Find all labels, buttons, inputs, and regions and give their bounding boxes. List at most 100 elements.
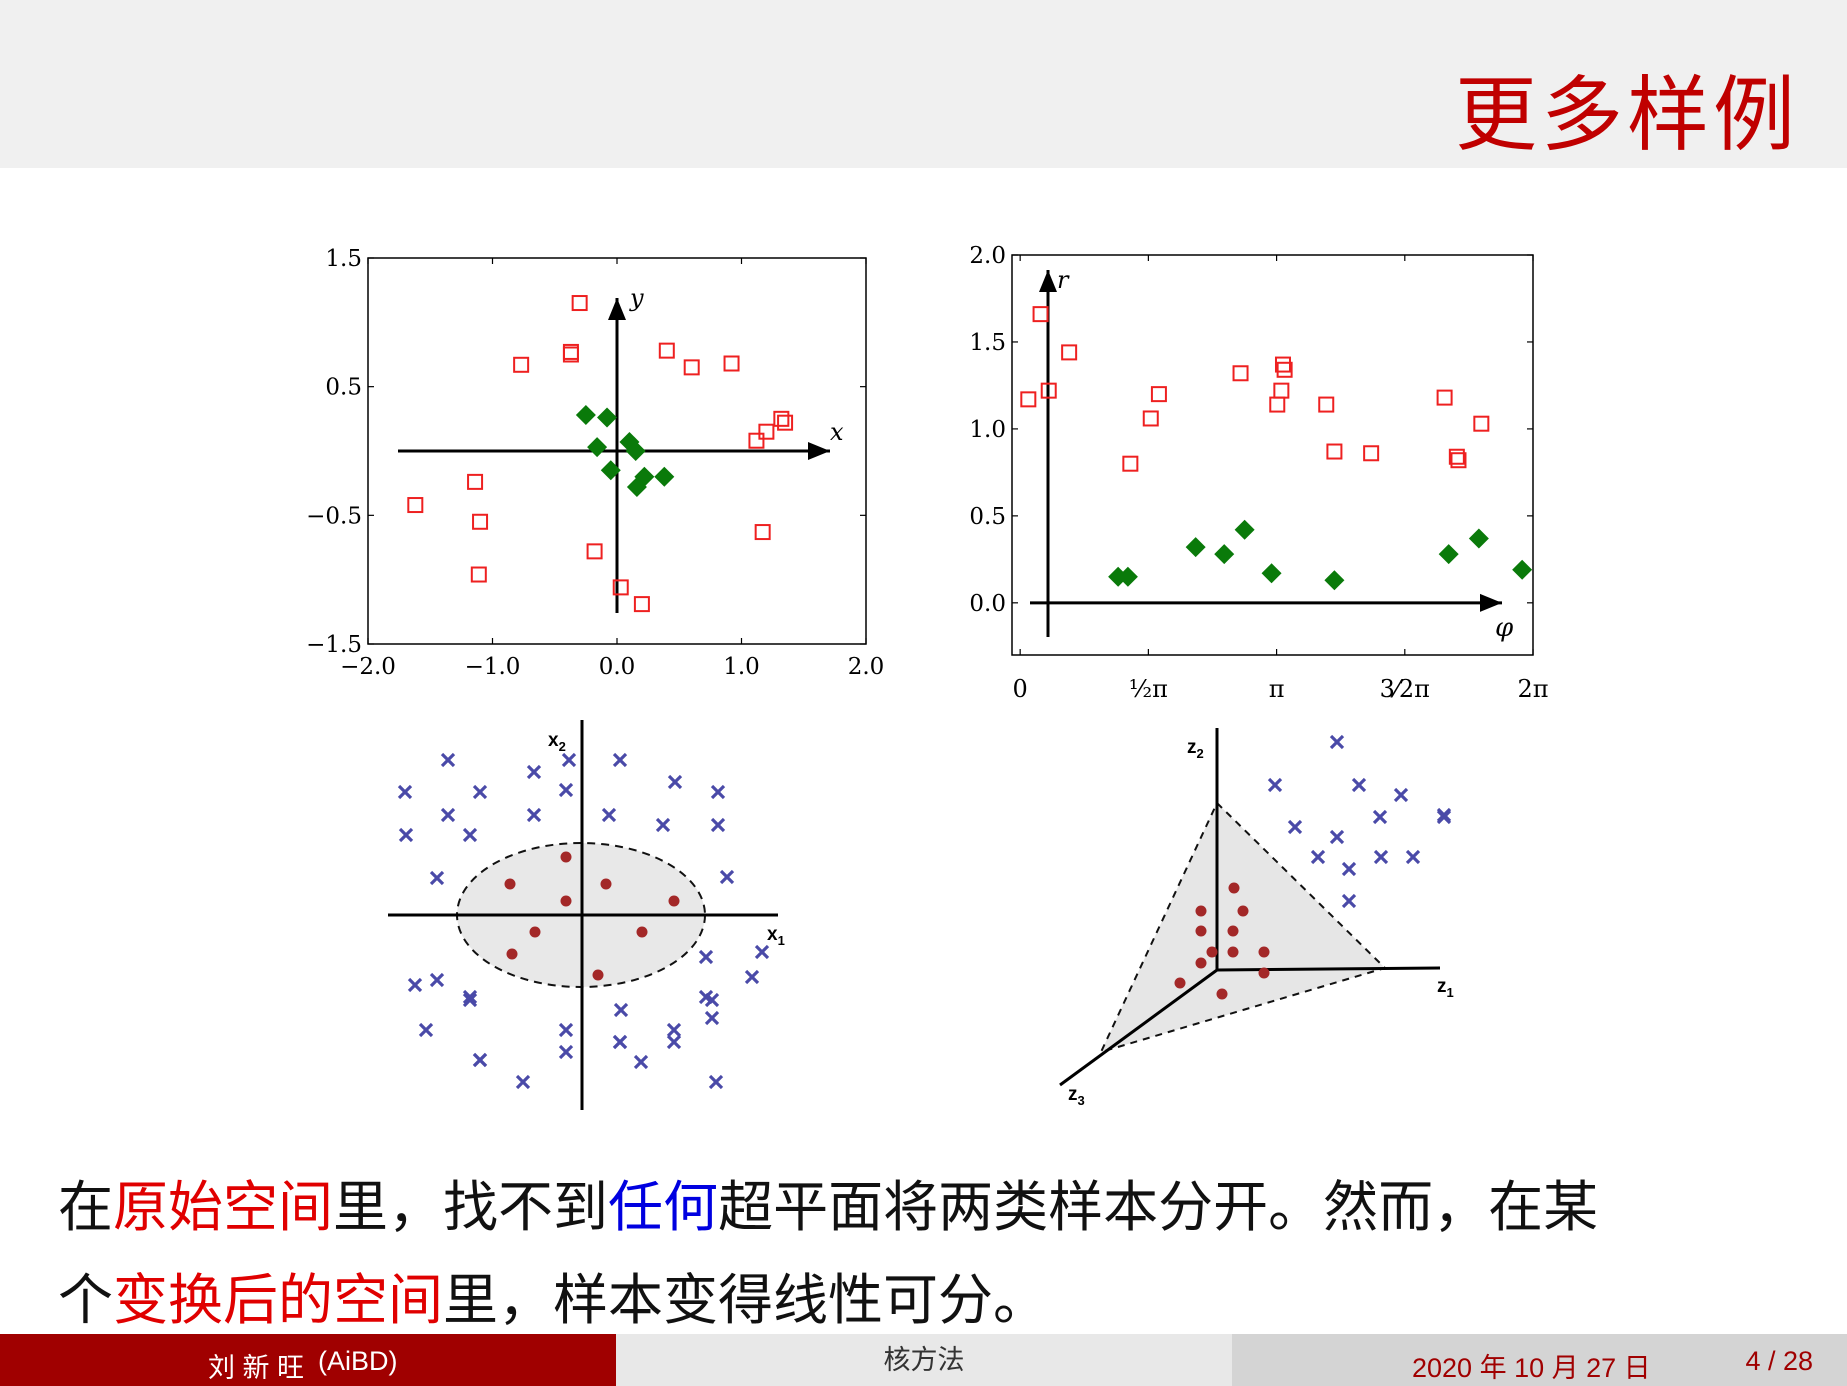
- data-point-square-17: [1450, 452, 1467, 469]
- y-tick-label: −1.5: [306, 632, 362, 658]
- data-point-square-17: [612, 579, 629, 596]
- x-tick-label: ½π: [1129, 675, 1168, 703]
- data-point-square-0: [571, 295, 588, 312]
- y-axis-arrow-head: [608, 298, 626, 320]
- x-tick-label: −2.0: [340, 654, 396, 680]
- z3-axis: [1059, 968, 1218, 1087]
- x-tick-label: 0.0: [599, 654, 636, 680]
- cross-marker: [1287, 819, 1303, 835]
- separating-plane: [1099, 801, 1387, 1054]
- z1-axis: [1216, 966, 1441, 972]
- cross-marker: [1310, 849, 1326, 865]
- y-tick-label: 1.5: [325, 246, 362, 272]
- dot-marker: [1227, 946, 1239, 958]
- cross-marker: [1373, 849, 1389, 865]
- data-point-square-8: [777, 414, 794, 431]
- data-point-square-9: [758, 423, 775, 440]
- footer-info: 2020 年 10 月 27 日 4 / 28: [1232, 1334, 1847, 1386]
- y-tick-label: 0.0: [969, 591, 1006, 617]
- data-point-square-11: [1276, 361, 1293, 378]
- y-tick-label: 0.5: [325, 375, 362, 401]
- data-point-square-16: [470, 566, 487, 583]
- data-point-square-6: [1150, 386, 1167, 403]
- data-point-diamond-8: [626, 477, 647, 498]
- dot-marker: [529, 926, 541, 938]
- data-point-square-18: [633, 596, 650, 613]
- data-point-square-7: [773, 410, 790, 427]
- x1-label: x1: [767, 924, 785, 948]
- data-point-square-10: [1274, 356, 1291, 373]
- data-point-diamond-9: [1512, 559, 1533, 580]
- cross-marker: [1405, 849, 1421, 865]
- phi-axis-label: φ: [1495, 613, 1514, 643]
- data-point-square-16: [1448, 448, 1465, 465]
- plot-frame: [1011, 254, 1534, 656]
- z2-label: z2: [1187, 737, 1204, 761]
- x-axis-arrow-head: [808, 442, 830, 460]
- dot-marker: [600, 878, 612, 890]
- cross-marker: [1267, 777, 1283, 793]
- dot-marker: [1227, 925, 1239, 937]
- dot-marker: [1206, 946, 1218, 958]
- data-point-square-18: [1473, 415, 1490, 432]
- data-point-square-13: [472, 513, 489, 530]
- data-point-square-3: [513, 356, 530, 373]
- r-axis-label: r: [1057, 266, 1070, 294]
- z1-label: z1: [1437, 976, 1454, 1000]
- x-tick-label: 2π: [1517, 675, 1548, 703]
- data-point-square-15: [754, 524, 771, 541]
- x-tick-label: 0: [1013, 675, 1028, 703]
- dot-marker: [1258, 967, 1270, 979]
- data-point-diamond-1: [597, 407, 618, 428]
- x-tick-label: 2.0: [848, 654, 885, 680]
- data-point-square-4: [658, 342, 675, 359]
- dot-marker: [1195, 905, 1207, 917]
- data-point-diamond-8: [1468, 528, 1489, 549]
- r-axis-arrow-head: [1039, 270, 1057, 292]
- slide-footer: 刘 新 旺 (AiBD) 核方法 2020 年 10 月 27 日 4 / 28: [0, 1334, 1847, 1386]
- cross-marker: [1372, 809, 1388, 825]
- cross-marker: [1393, 787, 1409, 803]
- body-line-2: 个变换后的空间里，样本变得线性可分。: [58, 1268, 1049, 1332]
- data-point-diamond-1: [1117, 566, 1138, 587]
- data-point-square-13: [1326, 443, 1343, 460]
- dot-marker: [1228, 882, 1240, 894]
- phi-axis-arrow-head: [1480, 593, 1502, 612]
- data-point-square-10: [748, 432, 765, 449]
- footer-topic: 核方法: [616, 1334, 1232, 1386]
- data-point-square-3: [1061, 344, 1078, 361]
- data-point-diamond-7: [654, 466, 675, 487]
- data-point-square-5: [683, 359, 700, 376]
- x-tick-label: 3⁄2π: [1380, 675, 1430, 703]
- data-point-square-5: [1142, 410, 1159, 427]
- dot-marker: [1216, 988, 1228, 1000]
- data-point-square-7: [1232, 365, 1249, 382]
- data-point-square-15: [1436, 389, 1453, 406]
- data-point-square-2: [1040, 382, 1057, 399]
- dot-marker: [1258, 946, 1270, 958]
- dot-marker: [592, 969, 604, 981]
- z3-label: z3: [1068, 1084, 1085, 1108]
- x-tick-label: π: [1269, 675, 1285, 703]
- dot-marker: [504, 878, 516, 890]
- y-axis-label: y: [629, 284, 644, 312]
- body-line-1: 在原始空间里，找不到任何超平面将两类样本分开。然而，在某: [58, 1175, 1599, 1239]
- dot-marker: [560, 851, 572, 863]
- data-point-square-12: [1318, 396, 1335, 413]
- data-point-diamond-5: [600, 460, 621, 481]
- dot-marker: [1237, 905, 1249, 917]
- x-tick-label: 1.0: [723, 654, 760, 680]
- y-tick-label: 1.0: [969, 417, 1006, 443]
- cross-marker: [1329, 734, 1345, 750]
- data-point-square-9: [1273, 382, 1290, 399]
- cross-marker: [1351, 777, 1367, 793]
- data-point-diamond-0: [575, 404, 596, 425]
- x-axis-label: x: [830, 418, 844, 446]
- dot-marker: [1174, 977, 1186, 989]
- data-point-square-6: [723, 355, 740, 372]
- footer-date: 2020 年 10 月 27 日: [1412, 1353, 1651, 1383]
- footer-page: 4 / 28: [1745, 1346, 1813, 1376]
- data-point-diamond-2: [587, 437, 608, 458]
